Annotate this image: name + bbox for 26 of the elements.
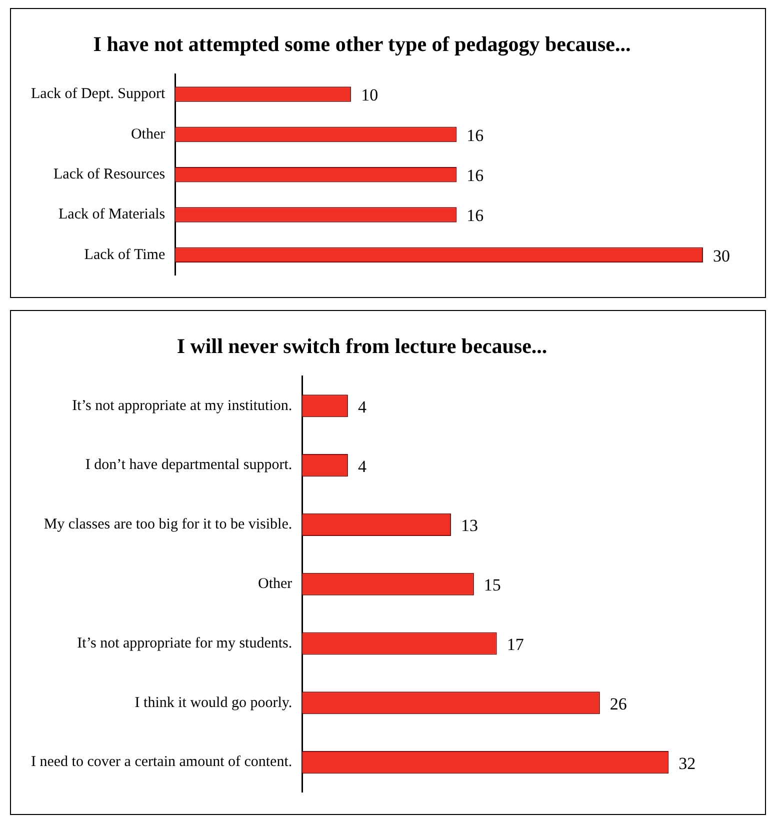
data-label: 32 bbox=[678, 754, 696, 773]
y-tick-label: I think it would go poorly. bbox=[134, 694, 292, 711]
data-label: 26 bbox=[610, 694, 627, 714]
data-label: 13 bbox=[461, 516, 478, 536]
chart-title: I will never switch from lecture because... bbox=[176, 334, 548, 358]
y-tick-label: I don’t have departmental support. bbox=[85, 457, 292, 474]
y-tick-label: Other bbox=[130, 126, 166, 142]
y-tick-label: Lack of Dept. Support bbox=[30, 86, 166, 102]
data-label: 15 bbox=[484, 576, 501, 595]
data-label: 16 bbox=[466, 206, 484, 226]
y-tick-label: It’s not appropriate for my students. bbox=[77, 635, 292, 652]
data-label: 16 bbox=[466, 126, 484, 145]
data-label: 10 bbox=[361, 86, 378, 105]
y-tick-label: It’s not appropriate at my institution. bbox=[72, 398, 292, 414]
chart-title: I have not attempted some other type of pedagogy because... bbox=[93, 32, 631, 56]
data-label: 16 bbox=[466, 166, 484, 186]
y-tick-label: Lack of Time bbox=[84, 246, 166, 263]
data-label: 30 bbox=[713, 246, 730, 266]
data-label: 4 bbox=[358, 397, 367, 416]
data-label: 17 bbox=[506, 634, 524, 654]
y-tick-label: My classes are too big for it to be visible. bbox=[44, 516, 292, 533]
y-tick-label: Lack of Materials bbox=[58, 206, 166, 223]
y-tick-label: Other bbox=[258, 576, 292, 592]
y-tick-label: I need to cover a certain amount of content. bbox=[30, 754, 292, 770]
y-tick-label: Lack of Resources bbox=[54, 166, 166, 183]
data-label: 4 bbox=[358, 456, 367, 476]
